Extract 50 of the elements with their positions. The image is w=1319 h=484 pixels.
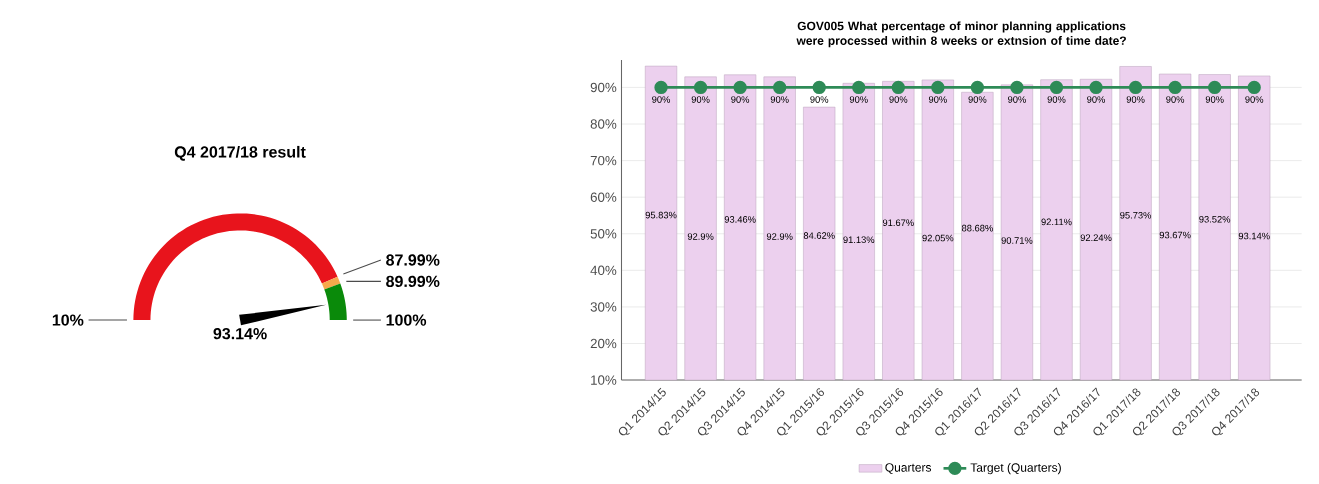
- data-label: 91.67%: [882, 219, 914, 226]
- data-label: 84.62%: [803, 232, 835, 239]
- y-tick-label: 80%: [590, 119, 617, 129]
- data-label: 95.83%: [645, 211, 677, 219]
- data-label: 90%: [731, 96, 750, 103]
- data-label: 90%: [1205, 96, 1224, 103]
- text: 93.14%: [213, 327, 267, 340]
- data-label: 93.67%: [1159, 231, 1191, 239]
- data-label: 92.05%: [922, 234, 954, 242]
- slice-label: 10%: [52, 314, 84, 326]
- chart-title: GOV005 What percentage of minor planning applications were processed within 8 weeks or extnsion of time date?: [796, 21, 1126, 48]
- y-tick-label: 60%: [590, 192, 617, 202]
- y-tick-label: 30%: [590, 302, 617, 312]
- data-label: 93.52%: [1199, 215, 1231, 223]
- data-label: 90%: [1008, 96, 1026, 103]
- text: 100%: [386, 314, 427, 326]
- data-label: 90%: [1166, 96, 1185, 103]
- slice-label: 87.99%: [386, 254, 440, 266]
- data-label: 92.24%: [1080, 234, 1112, 241]
- data-label: 93.14%: [1238, 232, 1270, 240]
- y-tick-label: 10%: [591, 375, 617, 385]
- data-label: 90%: [810, 96, 829, 103]
- data-label: 92.9%: [766, 233, 793, 240]
- data-label: 88.68%: [961, 224, 993, 232]
- legend-label: Quarters: [885, 463, 932, 474]
- data-label: 90%: [691, 96, 710, 103]
- data-label: 90%: [968, 96, 987, 103]
- slice-label: 89.99%: [386, 275, 440, 287]
- y-tick-label: 50%: [590, 228, 617, 239]
- data-label: 90.71%: [1001, 237, 1033, 244]
- data-label: 95.73%: [1120, 211, 1152, 219]
- data-label: 90%: [1245, 96, 1264, 103]
- data-label: 90%: [1087, 96, 1106, 103]
- y-tick-label: 70%: [590, 155, 617, 166]
- y-tick-label: 40%: [590, 265, 617, 276]
- data-label: 93.46%: [724, 216, 756, 223]
- data-label: 92.11%: [1041, 218, 1072, 226]
- data-label: 91.13%: [843, 236, 875, 243]
- data-label: 90%: [1047, 96, 1066, 103]
- legend-label: Target (Quarters): [970, 462, 1061, 475]
- data-label: 90%: [889, 96, 908, 103]
- chart-title: Q4 2017/18 result: [174, 145, 306, 161]
- data-label: 90%: [652, 96, 671, 103]
- data-label: 92.9%: [687, 233, 714, 240]
- data-label: 90%: [1126, 96, 1145, 103]
- data-label: 90%: [849, 96, 868, 103]
- y-tick-label: 20%: [590, 338, 617, 349]
- data-label: 90%: [928, 96, 947, 103]
- y-tick-label: 90%: [590, 82, 617, 93]
- data-label: 90%: [770, 96, 789, 103]
